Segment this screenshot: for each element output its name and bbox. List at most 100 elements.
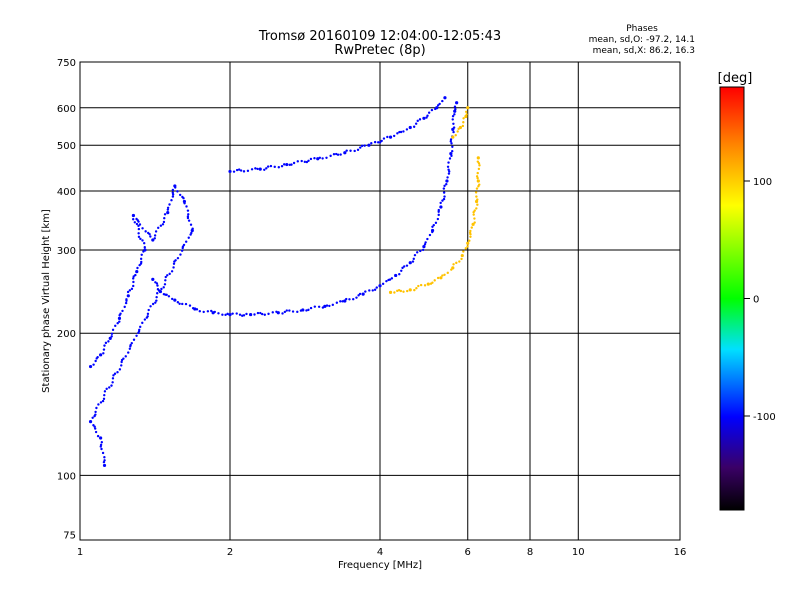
- echo-point: [437, 208, 440, 212]
- echo-point: [399, 289, 403, 293]
- echo-point: [139, 325, 142, 329]
- echo-point: [448, 157, 452, 160]
- echo-point: [411, 260, 415, 263]
- echo-point: [134, 273, 137, 277]
- echo-point: [168, 272, 171, 276]
- echo-point: [269, 164, 273, 168]
- echo-point: [140, 253, 143, 257]
- echo-point: [363, 144, 366, 147]
- echo-point: [443, 184, 446, 188]
- echo-point: [292, 161, 296, 165]
- echo-point: [99, 445, 102, 448]
- echo-point: [91, 416, 94, 419]
- echo-point: [94, 430, 98, 434]
- echo-point: [258, 167, 262, 171]
- echo-point: [237, 168, 241, 171]
- echo-point: [132, 284, 135, 288]
- echo-point: [449, 140, 452, 143]
- echo-point: [141, 321, 144, 325]
- echo-point: [111, 381, 114, 384]
- echo-point: [331, 303, 335, 307]
- echo-point: [466, 106, 470, 110]
- echo-point: [455, 261, 458, 265]
- echo-point: [359, 146, 362, 149]
- echo-point: [136, 266, 139, 270]
- echo-point: [180, 249, 184, 252]
- echo-point: [123, 305, 126, 309]
- echo-point: [313, 156, 316, 160]
- echo-point: [357, 294, 360, 297]
- echo-point: [105, 387, 108, 391]
- echo-point: [125, 298, 128, 301]
- echo-point: [360, 144, 364, 148]
- echo-point: [285, 162, 289, 167]
- echo-point: [281, 312, 284, 315]
- echo-point: [183, 202, 186, 205]
- echo-point: [376, 141, 380, 144]
- echo-point: [426, 282, 430, 286]
- echo-point: [187, 213, 190, 216]
- echo-point: [193, 307, 197, 311]
- echo-point: [96, 434, 100, 438]
- echo-point: [436, 217, 440, 221]
- echo-point: [413, 253, 417, 257]
- echo-point: [100, 441, 104, 444]
- echo-point: [108, 386, 111, 389]
- echo-point: [280, 165, 284, 168]
- echo-point: [137, 232, 140, 235]
- trace: [388, 156, 481, 295]
- echo-point: [141, 239, 144, 242]
- echo-point: [92, 363, 95, 366]
- echo-point: [110, 335, 113, 338]
- echo-point: [401, 266, 404, 270]
- echo-point: [408, 288, 412, 292]
- echo-point: [323, 304, 327, 308]
- echo-point: [447, 172, 451, 175]
- echo-point: [99, 436, 103, 440]
- colorbar-label: [deg]: [718, 71, 753, 86]
- echo-point: [154, 230, 158, 233]
- echo-point: [174, 186, 177, 189]
- echo-point: [116, 322, 119, 325]
- echo-point: [173, 298, 177, 302]
- echo-point: [172, 266, 175, 269]
- echo-point: [267, 312, 270, 316]
- echo-point: [165, 293, 168, 297]
- echo-point: [436, 276, 440, 280]
- echo-point: [143, 248, 147, 252]
- echo-point: [451, 145, 454, 149]
- echo-point: [447, 168, 450, 171]
- echo-point: [476, 176, 479, 180]
- echo-point: [415, 287, 418, 290]
- echo-point: [166, 206, 170, 209]
- echo-point: [453, 109, 457, 113]
- echo-point: [135, 222, 139, 226]
- echo-point: [468, 231, 472, 235]
- echo-point: [441, 199, 444, 202]
- echo-point: [100, 447, 103, 451]
- echo-point: [265, 167, 268, 170]
- chart-title: Tromsø 20160109 12:04:00-12:05:43: [258, 29, 501, 44]
- echo-point: [423, 284, 427, 287]
- echo-point: [475, 195, 478, 198]
- echo-point: [406, 289, 409, 293]
- echo-point: [447, 161, 450, 164]
- echo-point: [164, 279, 167, 282]
- echo-point: [450, 154, 453, 158]
- echo-point: [103, 390, 107, 393]
- echo-point: [321, 157, 324, 160]
- echo-point: [93, 414, 96, 418]
- echo-point: [103, 344, 106, 347]
- echo-point: [239, 169, 243, 172]
- echo-point: [392, 134, 396, 138]
- echo-point: [187, 219, 191, 222]
- echo-point: [296, 160, 299, 163]
- echo-point: [416, 119, 419, 123]
- echo-point: [476, 171, 479, 175]
- echo-point: [285, 309, 288, 312]
- x-tick-labels: 1 2 4 6 8 10 16: [77, 547, 687, 558]
- echo-point: [171, 188, 175, 192]
- echo-point: [120, 360, 123, 364]
- echo-point: [114, 324, 117, 328]
